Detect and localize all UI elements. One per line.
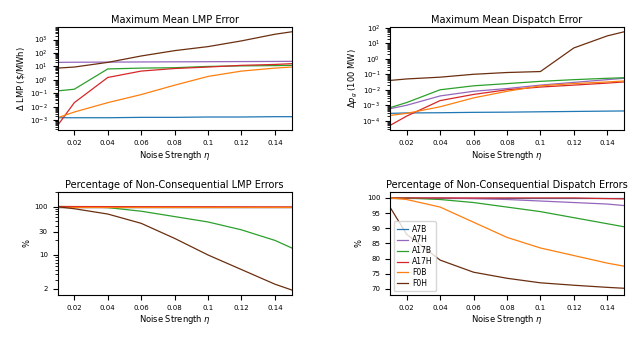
X-axis label: Noise Strength $\eta$: Noise Strength $\eta$: [139, 148, 211, 162]
X-axis label: Noise Strength $\eta$: Noise Strength $\eta$: [471, 148, 543, 162]
Legend: A7B, A7H, A17B, A17H, F0B, F0H: A7B, A7H, A17B, A17H, F0B, F0H: [394, 221, 436, 291]
Title: Maximum Mean LMP Error: Maximum Mean LMP Error: [111, 15, 239, 25]
Title: Percentage of Non-Consequential Dispatch Errors: Percentage of Non-Consequential Dispatch…: [386, 180, 628, 190]
Y-axis label: $\Delta$ LMP (\$/MWh): $\Delta$ LMP (\$/MWh): [15, 46, 28, 111]
Y-axis label: %: %: [22, 239, 31, 247]
Y-axis label: %: %: [355, 239, 364, 247]
Y-axis label: $\Delta p_g$ (100 MW): $\Delta p_g$ (100 MW): [346, 49, 360, 108]
X-axis label: Noise Strength $\eta$: Noise Strength $\eta$: [139, 314, 211, 326]
Title: Maximum Mean Dispatch Error: Maximum Mean Dispatch Error: [431, 15, 582, 25]
X-axis label: Noise Strength $\eta$: Noise Strength $\eta$: [471, 314, 543, 326]
Title: Percentage of Non-Consequential LMP Errors: Percentage of Non-Consequential LMP Erro…: [65, 180, 284, 190]
